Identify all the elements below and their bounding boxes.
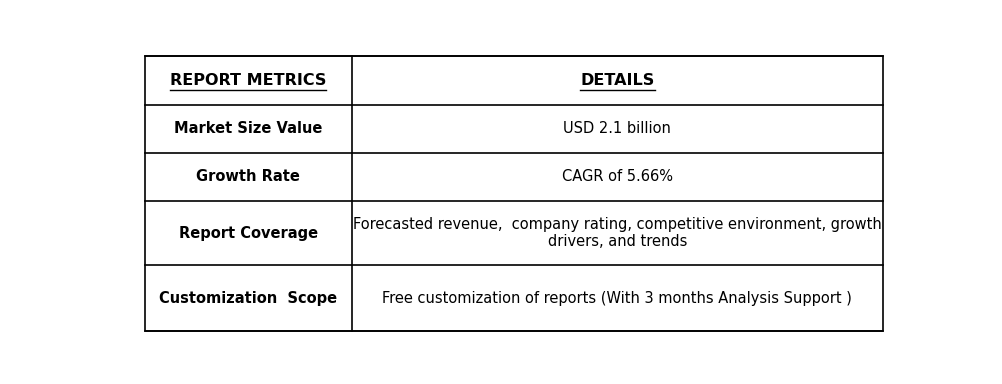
Text: Free customization of reports (With 3 months Analysis Support ): Free customization of reports (With 3 mo… [382, 291, 852, 306]
Text: DETAILS: DETAILS [580, 73, 654, 88]
Text: Growth Rate: Growth Rate [196, 169, 300, 184]
Text: CAGR of 5.66%: CAGR of 5.66% [561, 169, 672, 184]
Text: Report Coverage: Report Coverage [178, 226, 318, 241]
Text: REPORT METRICS: REPORT METRICS [169, 73, 326, 88]
Text: Customization  Scope: Customization Scope [159, 291, 337, 306]
Text: USD 2.1 billion: USD 2.1 billion [563, 121, 670, 136]
Text: Forecasted revenue,  company rating, competitive environment, growth
drivers, an: Forecasted revenue, company rating, comp… [353, 217, 881, 249]
Text: Market Size Value: Market Size Value [173, 121, 322, 136]
